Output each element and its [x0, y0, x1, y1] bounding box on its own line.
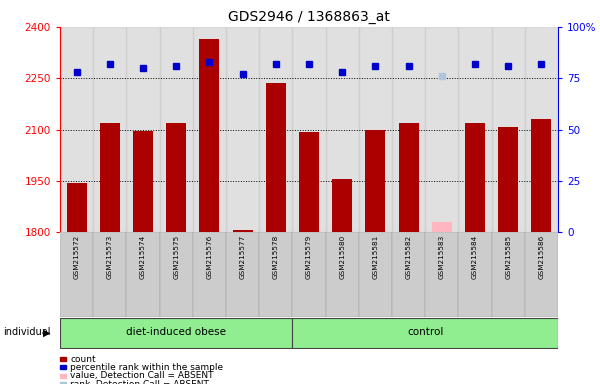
- Bar: [432, 222, 452, 232]
- Bar: [365, 129, 385, 232]
- Text: value, Detection Call = ABSENT: value, Detection Call = ABSENT: [70, 371, 214, 381]
- Text: GSM215578: GSM215578: [273, 235, 279, 279]
- Bar: [425, 232, 458, 317]
- Bar: [525, 232, 558, 317]
- Bar: [398, 123, 419, 232]
- Bar: [166, 123, 186, 232]
- Bar: [60, 232, 93, 317]
- Title: GDS2946 / 1368863_at: GDS2946 / 1368863_at: [228, 10, 390, 25]
- Bar: [233, 230, 253, 232]
- Bar: [359, 232, 392, 317]
- Text: GSM215584: GSM215584: [472, 235, 478, 279]
- Text: GSM215574: GSM215574: [140, 235, 146, 279]
- Text: count: count: [70, 354, 95, 364]
- Text: GSM215583: GSM215583: [439, 235, 445, 279]
- Bar: [160, 27, 193, 232]
- Bar: [359, 27, 392, 232]
- Bar: [266, 83, 286, 232]
- Bar: [326, 27, 359, 232]
- Bar: [491, 232, 525, 317]
- Text: GSM215573: GSM215573: [107, 235, 113, 279]
- Bar: [133, 131, 153, 232]
- Bar: [392, 27, 425, 232]
- Text: GSM215580: GSM215580: [339, 235, 345, 279]
- Bar: [465, 123, 485, 232]
- Bar: [100, 123, 120, 232]
- Bar: [498, 127, 518, 232]
- Bar: [259, 232, 292, 317]
- Bar: [193, 27, 226, 232]
- Bar: [292, 232, 326, 317]
- Text: diet-induced obese: diet-induced obese: [126, 328, 226, 338]
- Text: GSM215579: GSM215579: [306, 235, 312, 279]
- Bar: [67, 183, 86, 232]
- Bar: [326, 232, 359, 317]
- Text: GSM215575: GSM215575: [173, 235, 179, 279]
- Text: GSM215576: GSM215576: [206, 235, 212, 279]
- Text: GSM215585: GSM215585: [505, 235, 511, 279]
- Bar: [425, 27, 458, 232]
- Bar: [199, 39, 220, 232]
- Bar: [226, 27, 259, 232]
- Bar: [292, 318, 558, 348]
- Bar: [332, 179, 352, 232]
- Text: control: control: [407, 328, 443, 338]
- Text: GSM215582: GSM215582: [406, 235, 412, 279]
- Text: GSM215577: GSM215577: [239, 235, 245, 279]
- Text: individual: individual: [3, 328, 50, 338]
- Text: rank, Detection Call = ABSENT: rank, Detection Call = ABSENT: [70, 380, 209, 384]
- Bar: [93, 232, 127, 317]
- Bar: [127, 27, 160, 232]
- Bar: [226, 232, 259, 317]
- Bar: [491, 27, 525, 232]
- Bar: [160, 232, 193, 317]
- Text: ▶: ▶: [43, 328, 50, 338]
- Bar: [259, 27, 292, 232]
- Bar: [127, 232, 160, 317]
- Bar: [93, 27, 127, 232]
- Bar: [193, 232, 226, 317]
- Bar: [299, 132, 319, 232]
- Text: GSM215586: GSM215586: [538, 235, 544, 279]
- Text: percentile rank within the sample: percentile rank within the sample: [70, 363, 223, 372]
- Bar: [532, 119, 551, 232]
- Bar: [60, 27, 93, 232]
- Bar: [458, 27, 491, 232]
- Bar: [458, 232, 491, 317]
- Bar: [60, 318, 292, 348]
- Bar: [525, 27, 558, 232]
- Text: GSM215572: GSM215572: [74, 235, 80, 279]
- Text: GSM215581: GSM215581: [373, 235, 379, 279]
- Bar: [292, 27, 326, 232]
- Bar: [392, 232, 425, 317]
